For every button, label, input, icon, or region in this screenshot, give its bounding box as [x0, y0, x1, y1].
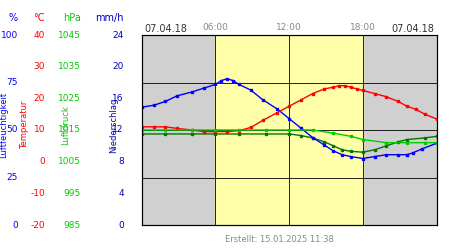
Text: 0: 0 [118, 220, 124, 230]
Text: 1015: 1015 [58, 126, 81, 134]
Text: 1025: 1025 [58, 94, 81, 103]
Text: 0: 0 [39, 157, 45, 166]
Text: -20: -20 [31, 220, 45, 230]
Text: 1005: 1005 [58, 157, 81, 166]
Bar [216, 35, 363, 225]
Text: 8: 8 [118, 157, 124, 166]
Text: °C: °C [33, 12, 45, 22]
Text: 20: 20 [112, 62, 124, 71]
Text: 995: 995 [64, 189, 81, 198]
Text: 985: 985 [64, 220, 81, 230]
Text: 07.04.18: 07.04.18 [144, 24, 187, 34]
Text: 4: 4 [118, 189, 124, 198]
Text: 1045: 1045 [58, 30, 81, 40]
Text: 100: 100 [1, 30, 18, 40]
Text: 25: 25 [7, 173, 18, 182]
Text: 24: 24 [112, 30, 124, 40]
Text: 75: 75 [6, 78, 18, 87]
Text: %: % [9, 12, 18, 22]
Text: Temperatur: Temperatur [20, 101, 29, 149]
Text: mm/h: mm/h [95, 12, 124, 22]
Text: 50: 50 [6, 126, 18, 134]
Text: 16: 16 [112, 94, 124, 103]
Text: Erstellt: 15.01.2025 11:38: Erstellt: 15.01.2025 11:38 [225, 236, 333, 244]
Text: 0: 0 [12, 220, 18, 230]
Text: 1035: 1035 [58, 62, 81, 71]
Text: Niederschlag: Niederschlag [109, 97, 118, 153]
Text: 40: 40 [34, 30, 45, 40]
Text: 12: 12 [112, 126, 124, 134]
Text: 10: 10 [33, 126, 45, 134]
Text: -10: -10 [30, 189, 45, 198]
Text: hPa: hPa [63, 12, 81, 22]
Text: Luftdruck: Luftdruck [61, 105, 70, 145]
Text: 20: 20 [34, 94, 45, 103]
Text: 07.04.18: 07.04.18 [392, 24, 434, 34]
Text: 30: 30 [33, 62, 45, 71]
Text: Luftfeuchtigkeit: Luftfeuchtigkeit [0, 92, 8, 158]
